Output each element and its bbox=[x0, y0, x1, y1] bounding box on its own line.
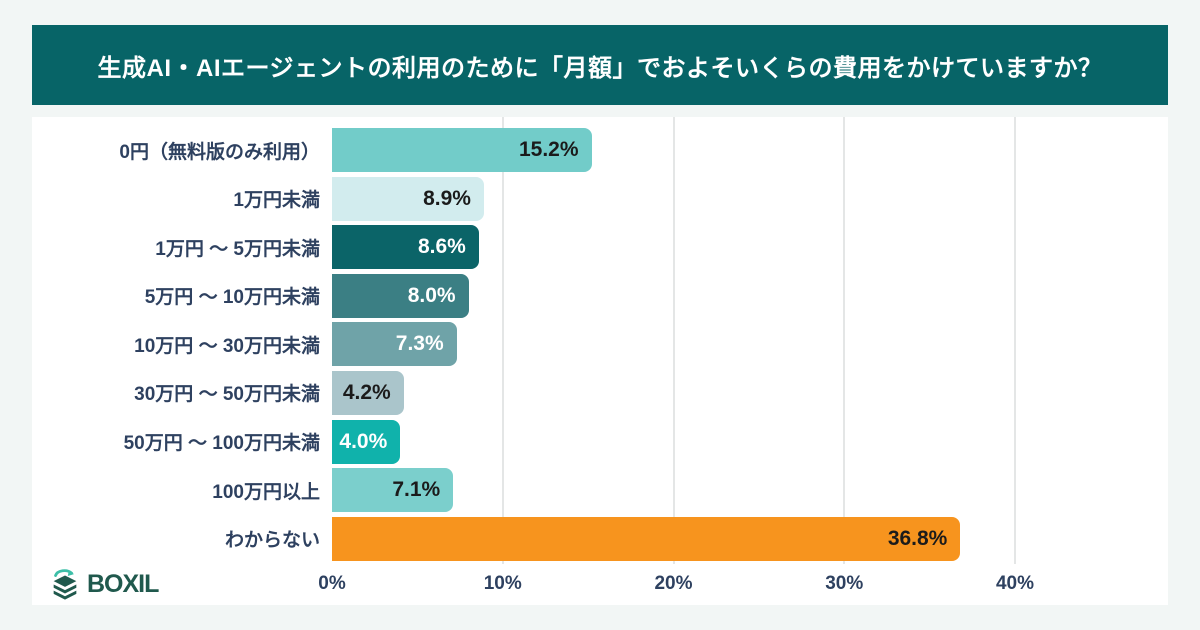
bar: 8.0% bbox=[332, 273, 469, 318]
value-label: 8.0% bbox=[407, 283, 456, 307]
category-label: 30万円 ～ 50万円未満 bbox=[134, 384, 320, 406]
value-label: 8.6% bbox=[417, 235, 466, 259]
gridlines bbox=[332, 117, 1016, 564]
value-label: 7.1% bbox=[392, 478, 441, 502]
x-tick-label: 30% bbox=[825, 573, 864, 594]
chart-row: 50万円 ～ 100万円未満 4.0% bbox=[32, 419, 1015, 464]
row-plot-area: 8.6% bbox=[332, 225, 1015, 270]
row-plot-area: 4.2% bbox=[332, 370, 1015, 415]
category-label: わからない bbox=[224, 530, 320, 552]
row-plot-area: 4.0% bbox=[332, 419, 1015, 464]
value-label: 8.9% bbox=[423, 186, 471, 210]
chart-title: 生成AI・AIエージェントの利用のために「月額」でおよそいくらの費用をかけていま… bbox=[97, 54, 1103, 82]
row-plot-area: 7.3% bbox=[332, 322, 1015, 367]
x-axis: 0% 10% 20% 30% 40% bbox=[318, 573, 1034, 599]
chart-row: 0円（無料版のみ利用） 15.2% bbox=[32, 128, 1015, 172]
row-plot-area: 15.2% bbox=[332, 128, 1015, 172]
chart-row: 100万円以上 7.1% bbox=[32, 468, 1015, 513]
chart-title-banner: 生成AI・AIエージェントの利用のために「月額」でおよそいくらの費用をかけていま… bbox=[32, 25, 1168, 105]
category-label: 5万円 ～ 10万円未満 bbox=[144, 287, 320, 309]
category-label: 0円（無料版のみ利用） bbox=[119, 141, 320, 163]
chart-row: 1万円未満 8.9% bbox=[32, 176, 1015, 221]
x-tick-label: 40% bbox=[995, 573, 1035, 594]
category-label: 10万円 ～ 30万円未満 bbox=[134, 335, 320, 357]
value-label: 15.2% bbox=[518, 138, 579, 161]
category-label: 1万円未満 bbox=[233, 190, 320, 212]
category-label: 1万円 ～ 5万円未満 bbox=[155, 238, 320, 260]
x-tick-label: 0% bbox=[318, 573, 346, 594]
bar: 36.8% bbox=[332, 516, 961, 561]
chart-rows: 0円（無料版のみ利用） 15.2% 1万円未満 8.9% 1万円 ～ 5万円未満 8.6%… bbox=[32, 128, 1015, 561]
chart-row: 1万円 ～ 5万円未満 8.6% bbox=[32, 225, 1015, 270]
bar: 4.0% bbox=[332, 419, 401, 464]
gridline bbox=[1014, 117, 1016, 564]
bar: 7.3% bbox=[332, 322, 457, 367]
chart-row: わからない 36.8% bbox=[32, 516, 1015, 561]
bar: 7.1% bbox=[332, 468, 454, 513]
x-tick-label: 10% bbox=[483, 573, 522, 594]
category-label: 100万円以上 bbox=[212, 481, 320, 503]
row-plot-area: 8.0% bbox=[332, 273, 1015, 318]
chart-row: 5万円 ～ 10万円未満 8.0% bbox=[32, 273, 1015, 318]
row-plot-area: 7.1% bbox=[332, 468, 1015, 513]
bar: 8.9% bbox=[332, 176, 484, 221]
category-label: 50万円 ～ 100万円未満 bbox=[123, 433, 320, 455]
boxil-logo-text: BOXIL bbox=[87, 569, 159, 598]
x-tick-label: 20% bbox=[654, 573, 693, 594]
row-plot-area: 36.8% bbox=[332, 516, 1015, 561]
boxil-logo-icon bbox=[48, 567, 82, 601]
bar: 8.6% bbox=[332, 225, 479, 270]
chart-row: 10万円 ～ 30万円未満 7.3% bbox=[32, 322, 1015, 367]
gridline bbox=[672, 117, 675, 564]
value-label: 4.2% bbox=[342, 380, 391, 404]
boxil-logo: BOXIL bbox=[48, 567, 159, 601]
value-label: 7.3% bbox=[395, 332, 444, 356]
gridline bbox=[843, 117, 846, 564]
bar: 15.2% bbox=[332, 128, 592, 172]
gridline bbox=[501, 117, 504, 564]
chart-row: 30万円 ～ 50万円未満 4.2% bbox=[32, 370, 1015, 415]
value-label: 4.0% bbox=[339, 429, 388, 453]
chart-card: 0円（無料版のみ利用） 15.2% 1万円未満 8.9% 1万円 ～ 5万円未満 8.6%… bbox=[32, 117, 1168, 605]
row-plot-area: 8.9% bbox=[332, 176, 1015, 221]
bar: 4.2% bbox=[332, 370, 404, 415]
value-label: 36.8% bbox=[887, 526, 948, 550]
